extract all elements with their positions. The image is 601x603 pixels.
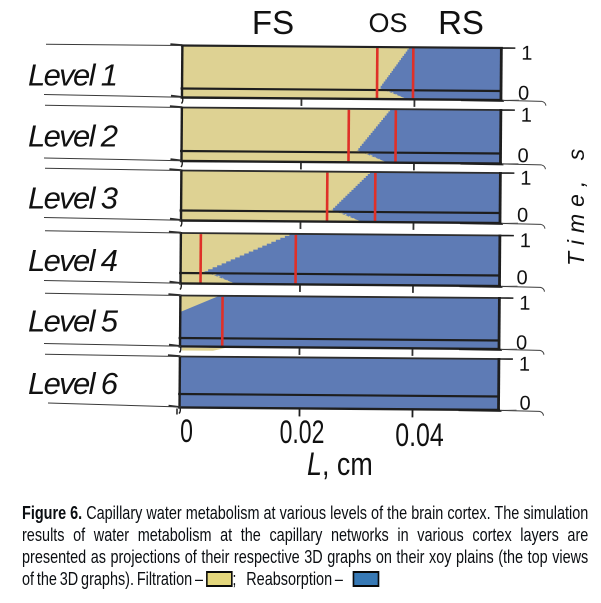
- svg-text:0: 0: [180, 413, 193, 449]
- svg-text:1: 1: [520, 230, 531, 252]
- svg-text:0: 0: [516, 267, 527, 289]
- svg-text:Level 5: Level 5: [28, 304, 119, 339]
- svg-text:0: 0: [516, 332, 527, 354]
- svg-text:0.04: 0.04: [395, 418, 444, 454]
- svg-text:1: 1: [521, 105, 532, 127]
- svg-text:Level 6: Level 6: [28, 366, 119, 401]
- svg-text:OS: OS: [368, 8, 407, 38]
- svg-text:1: 1: [519, 354, 530, 376]
- svg-text:FS: FS: [252, 4, 294, 41]
- svg-text:L, cm: L, cm: [307, 447, 373, 483]
- svg-text:1: 1: [519, 293, 530, 315]
- svg-text:1: 1: [520, 168, 531, 190]
- svg-text:Level 1: Level 1: [28, 58, 118, 93]
- svg-text:Level 4: Level 4: [28, 243, 118, 278]
- svg-text:0.02: 0.02: [280, 414, 325, 450]
- svg-text:Level 3: Level 3: [28, 181, 118, 216]
- svg-text:RS: RS: [438, 4, 484, 41]
- svg-text:Time, s: Time, s: [563, 142, 589, 266]
- svg-text:1: 1: [521, 43, 532, 65]
- svg-text:Level 2: Level 2: [28, 119, 118, 154]
